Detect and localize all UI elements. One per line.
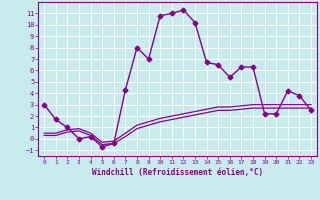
X-axis label: Windchill (Refroidissement éolien,°C): Windchill (Refroidissement éolien,°C)	[92, 168, 263, 177]
